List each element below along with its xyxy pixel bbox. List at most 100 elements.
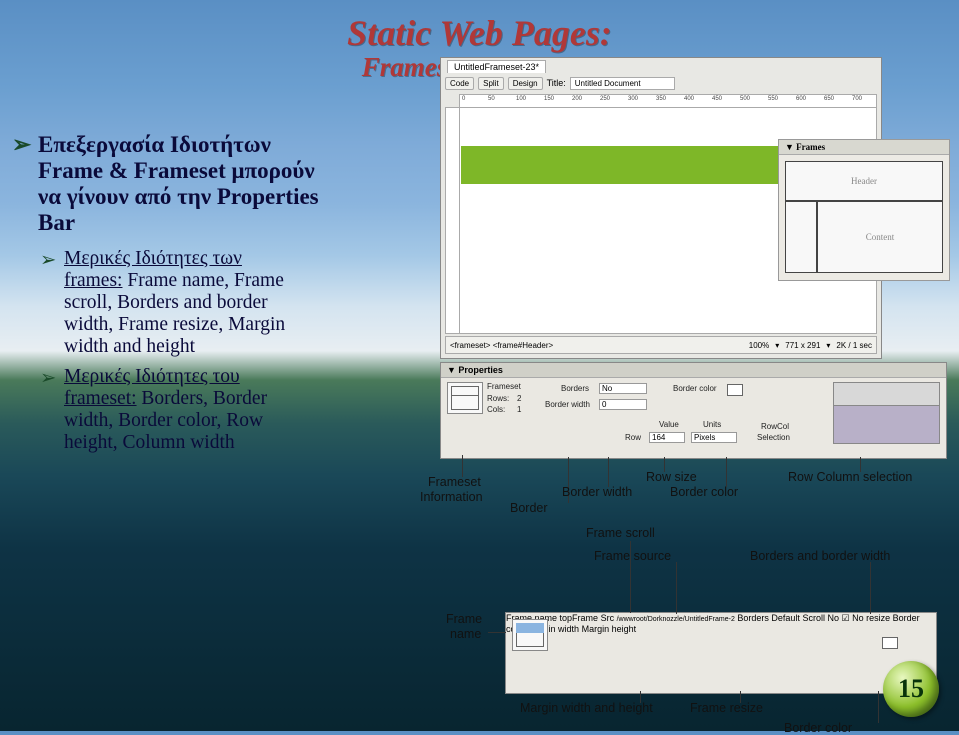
frames-panel-header: ▼ Frames <box>779 140 949 155</box>
callout-borders-and-bw: Borders and border width <box>750 549 890 563</box>
text: frames: <box>64 270 122 291</box>
callout-frame-name-1: Frame <box>446 612 482 626</box>
frames-layout-visual[interactable]: Header Content <box>785 161 943 273</box>
tick: 500 <box>740 96 750 102</box>
tick: 650 <box>824 96 834 102</box>
callout-line <box>878 691 879 723</box>
window-size[interactable]: 771 x 291 <box>785 341 820 350</box>
rowcol-selection-thumb[interactable] <box>833 382 940 444</box>
split-button[interactable]: Split <box>478 77 504 90</box>
properties-panel-frameset: ▼ Properties Frameset Rows: 2 Cols: 1 Bo… <box>440 362 947 459</box>
tick: 250 <box>600 96 610 102</box>
design-button[interactable]: Design <box>508 77 543 90</box>
text: width and height <box>64 336 195 357</box>
callout-row-size: Row size <box>646 470 697 484</box>
noresize-checkbox[interactable]: ☑ <box>842 613 850 623</box>
tick: 300 <box>628 96 638 102</box>
frame-icon <box>512 619 548 651</box>
callout-row-col-selection: Row Column selection <box>788 470 912 484</box>
scroll-select[interactable]: No <box>827 613 839 623</box>
tag-selector[interactable]: <frameset> <frame#Header> <box>450 341 553 350</box>
callout-frame-source: Frame source <box>594 549 671 563</box>
callout-line <box>860 457 861 472</box>
callout-margin-wh: Margin width and height <box>520 701 653 715</box>
border-color-label: Border color <box>673 384 717 393</box>
value-label: Value <box>659 420 679 429</box>
callout-line <box>664 457 665 472</box>
callout-line <box>676 562 677 614</box>
status-bar: <frameset> <frame#Header> 100% ▾ 771 x 2… <box>445 336 877 354</box>
callout-line <box>608 457 609 487</box>
page-number: 15 <box>883 661 939 717</box>
document-toolbar: Code Split Design Title: Untitled Docume… <box>445 74 877 92</box>
scroll-label: Scroll <box>802 613 825 623</box>
tick: 450 <box>712 96 722 102</box>
tick: 700 <box>852 96 862 102</box>
cols-value: 1 <box>517 405 521 414</box>
border-width-input[interactable]: 0 <box>599 399 647 410</box>
vertical-ruler <box>445 107 460 334</box>
frameset-label: Frameset <box>487 382 521 391</box>
text: height, Column width <box>64 432 235 453</box>
text: Επεξεργασία Ιδιοτήτων <box>38 132 271 157</box>
tick: 0 <box>462 96 465 102</box>
borders-select[interactable]: Default <box>771 613 800 623</box>
units-label: Units <box>703 420 721 429</box>
border-width-label: Border width <box>545 400 590 409</box>
frame-content-region[interactable]: Content <box>818 202 942 272</box>
callout-line <box>726 457 727 487</box>
tick: 200 <box>572 96 582 102</box>
src-input[interactable]: /wwwroot/Dorknozzle/UntitledFrame-2 <box>617 616 735 623</box>
properties-panel-frame: Frame name topFrame Src /wwwroot/Dorknoz… <box>505 612 937 694</box>
rows-value: 2 <box>517 394 521 403</box>
rows-label: Rows: <box>487 394 509 403</box>
callout-frameset-info-1: Frameset <box>428 475 481 489</box>
borders-label: Borders <box>737 613 769 623</box>
bullet-list: Επεξεργασία Ιδιοτήτων Frame & Frameset μ… <box>10 132 430 462</box>
row-label: Row <box>625 433 641 442</box>
slide-title: Static Web Pages: <box>0 12 959 54</box>
screenshot-area: UntitledFrameset-23* Code Split Design T… <box>440 57 950 707</box>
text: να γίνουν από την Properties <box>38 184 319 209</box>
frames-panel: ▼ Frames Header Content <box>778 139 950 281</box>
label: Properties <box>458 365 503 375</box>
bullet-1: Επεξεργασία Ιδιοτήτων Frame & Frameset μ… <box>10 132 430 236</box>
frame-left-region[interactable] <box>786 202 818 272</box>
callout-border: Border <box>510 501 548 515</box>
callout-line <box>640 691 641 703</box>
text: Frame & Frameset μπορούν <box>38 158 315 183</box>
rowcol-label-2: Selection <box>757 433 790 442</box>
row-value-input[interactable]: 164 <box>649 432 685 443</box>
callout-border-color-2: Border color <box>784 721 852 735</box>
cols-label: Cols: <box>487 405 505 414</box>
text: width, Frame resize, Margin <box>64 314 285 335</box>
borders-label: Borders <box>561 384 589 393</box>
tick: 100 <box>516 96 526 102</box>
text: Μερικές Ιδιότητες των <box>64 248 242 269</box>
title-input[interactable]: Untitled Document <box>570 77 675 90</box>
callout-border-width: Border width <box>562 485 632 499</box>
callout-line <box>488 632 506 633</box>
noresize-label: No resize <box>852 613 890 623</box>
row-units-select[interactable]: Pixels <box>691 432 737 443</box>
bullet-3: Μερικές Ιδιότητες του frameset: Borders,… <box>10 366 430 454</box>
zoom-level[interactable]: 100% <box>749 341 769 350</box>
tick: 600 <box>796 96 806 102</box>
code-button[interactable]: Code <box>445 77 474 90</box>
callout-line <box>462 455 463 477</box>
callout-frame-resize: Frame resize <box>690 701 763 715</box>
label: Frames <box>796 142 825 152</box>
document-tab[interactable]: UntitledFrameset-23* <box>447 60 546 73</box>
text: Borders, Border <box>137 388 268 409</box>
border-color-swatch[interactable] <box>882 637 898 649</box>
title-label: Title: <box>547 78 566 88</box>
callout-frame-scroll: Frame scroll <box>586 526 655 540</box>
borders-select[interactable]: No <box>599 383 647 394</box>
border-color-swatch[interactable] <box>727 384 743 396</box>
frame-header-region[interactable]: Header <box>786 162 942 202</box>
bullet-2: Μερικές Ιδιότητες των frames: Frame name… <box>10 248 430 358</box>
frame-name-input[interactable]: topFrame <box>560 613 599 623</box>
frameset-icon <box>447 382 483 414</box>
tick: 150 <box>544 96 554 102</box>
src-label: Src <box>601 613 615 623</box>
